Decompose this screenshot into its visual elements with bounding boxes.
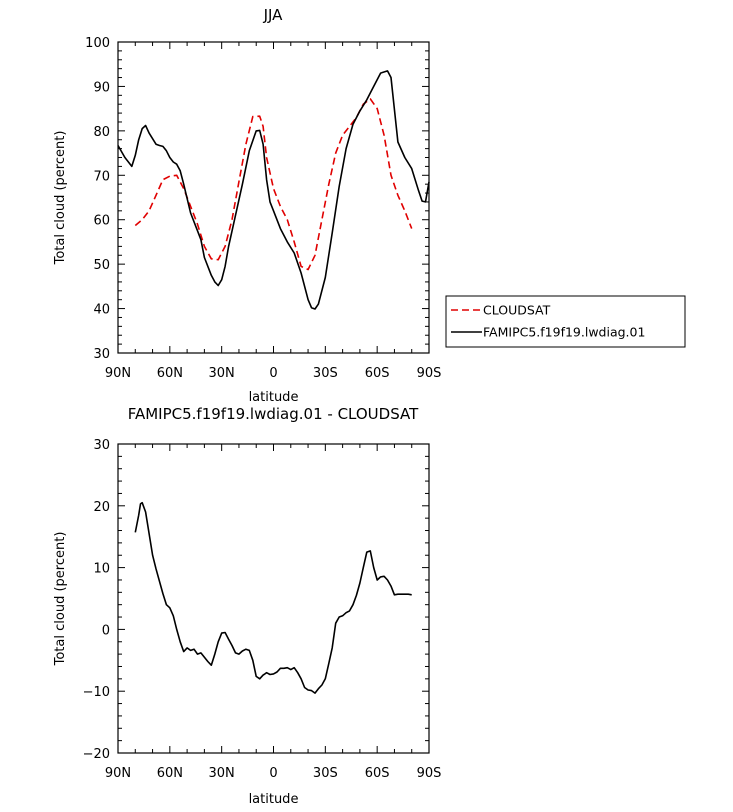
- x-tick-label: 90N: [105, 366, 131, 381]
- x-tick-label: 30N: [209, 766, 235, 781]
- top-panel-jja: JJA 90N 60N 30N 0 30S 60S 90S 30 40 50 60 70 80 90 100 l…: [53, 6, 441, 405]
- x-tick-label: 30S: [313, 766, 338, 781]
- legend-entry: FAMIPC5.f19f19.lwdiag.01: [483, 325, 645, 340]
- x-tick-label: 60S: [365, 766, 390, 781]
- x-tick-label: 30S: [313, 366, 338, 381]
- y-tick-label: 90: [93, 80, 110, 95]
- x-axis-label: latitude: [249, 390, 299, 405]
- y-tick-label: 50: [93, 258, 110, 273]
- y-tick-label: 0: [102, 623, 110, 638]
- y-tick-label: 20: [93, 500, 110, 515]
- y-tick-label: −20: [83, 747, 110, 762]
- legend-entry: CLOUDSAT: [483, 303, 551, 318]
- y-tick-label: 30: [93, 347, 110, 362]
- y-tick-label: 70: [93, 169, 110, 184]
- x-tick-label: 60N: [157, 766, 183, 781]
- x-tick-label: 60N: [157, 366, 183, 381]
- legend-box: [445, 295, 686, 348]
- y-tick-label: 80: [93, 125, 110, 140]
- plot-frame: [117, 41, 430, 354]
- y-tick-label: 10: [93, 562, 110, 577]
- series-line-0: [134, 501, 412, 694]
- y-tick-label: 60: [93, 214, 110, 229]
- x-tick-label: 90S: [417, 366, 442, 381]
- y-axis-label: Total cloud (percent): [53, 131, 68, 266]
- x-axis-label: latitude: [249, 792, 299, 807]
- legend: CLOUDSAT FAMIPC5.f19f19.lwdiag.01: [445, 295, 686, 348]
- y-tick-label: 30: [93, 438, 110, 453]
- x-tick-label: 0: [269, 766, 277, 781]
- x-tick-label: 30N: [209, 366, 235, 381]
- chart-title: JJA: [263, 6, 284, 24]
- y-axis-label: Total cloud (percent): [53, 532, 68, 667]
- y-tick-label: 100: [85, 36, 110, 51]
- y-tick-label: −10: [83, 685, 110, 700]
- series-line-0: [134, 98, 413, 271]
- x-tick-label: 0: [269, 366, 277, 381]
- bottom-panel-difference: FAMIPC5.f19f19.lwdiag.01 - CLOUDSAT 90N 60…: [53, 405, 441, 807]
- y-tick-label: 40: [93, 303, 110, 318]
- x-tick-label: 90S: [417, 766, 442, 781]
- x-tick-label: 60S: [365, 366, 390, 381]
- series-line-1: [117, 70, 430, 310]
- chart-title: FAMIPC5.f19f19.lwdiag.01 - CLOUDSAT: [128, 405, 419, 423]
- x-tick-label: 90N: [105, 766, 131, 781]
